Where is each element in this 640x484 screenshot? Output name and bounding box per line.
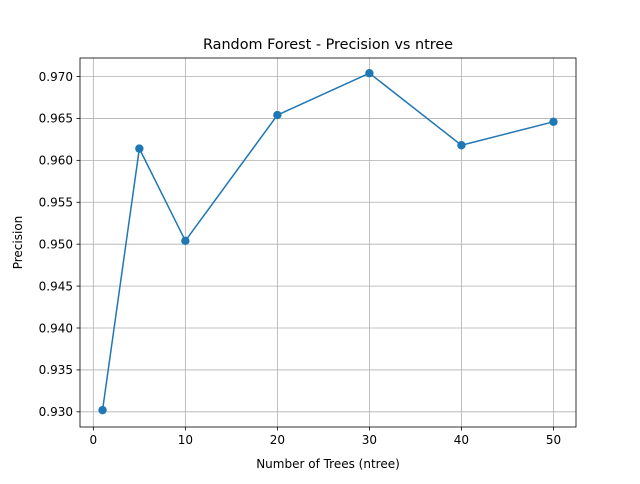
data-point [457, 141, 466, 150]
x-tick-label: 40 [454, 433, 469, 447]
x-axis-label: Number of Trees (ntree) [256, 457, 400, 471]
data-point [98, 405, 107, 415]
y-tick-label: 0.955 [39, 196, 73, 210]
data-point [365, 68, 374, 78]
y-tick-label: 0.965 [39, 112, 73, 126]
grid-layer [80, 58, 576, 427]
chart-title: Random Forest - Precision vs ntree [203, 37, 453, 53]
series-layer [98, 68, 558, 415]
tick-layer: 0 10 20 30 40 50 0.930 0.935 0.940 0.945 0.950 0.95… [39, 70, 561, 447]
y-tick-label: 0.940 [39, 321, 73, 335]
x-tick-label: 20 [270, 433, 285, 447]
data-point [549, 117, 558, 126]
data-point [273, 110, 282, 120]
y-tick-label: 0.960 [39, 154, 73, 168]
data-point [181, 236, 190, 246]
x-tick-label: 50 [546, 433, 561, 447]
x-tick-label: 0 [90, 433, 98, 447]
x-tick-label: 30 [362, 433, 377, 447]
plot-frame [79, 57, 577, 428]
data-point [135, 144, 144, 153]
y-tick-label: 0.945 [39, 279, 73, 293]
y-tick-label: 0.950 [39, 237, 73, 251]
y-tick-label: 0.970 [39, 70, 73, 84]
y-tick-label: 0.930 [39, 405, 73, 419]
series-line [101, 72, 555, 411]
y-tick-label: 0.935 [39, 363, 73, 377]
x-tick-label: 10 [178, 433, 193, 447]
y-axis-label: Precision [11, 216, 25, 270]
